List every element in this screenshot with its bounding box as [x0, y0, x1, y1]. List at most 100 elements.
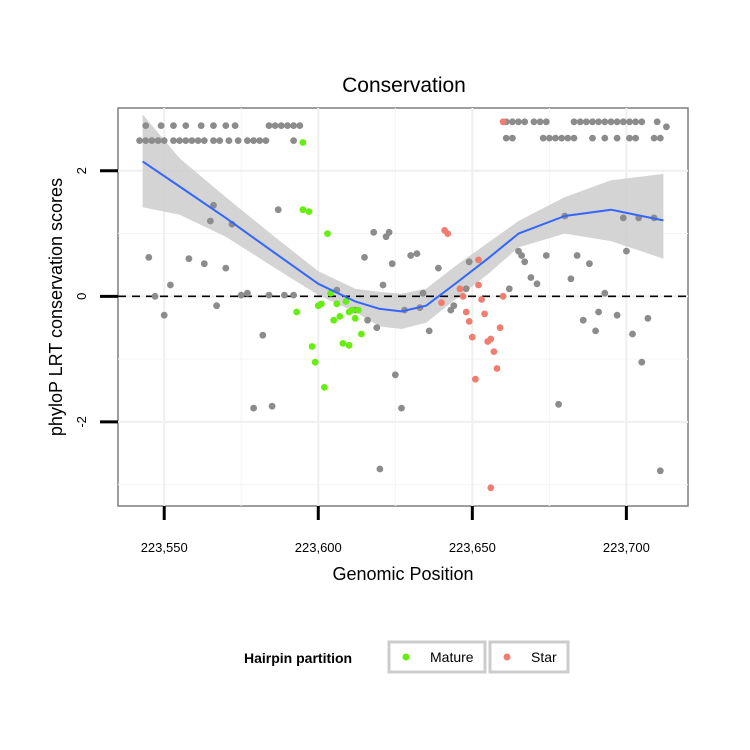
point-other	[586, 260, 593, 268]
point-other	[265, 122, 273, 129]
point-other	[145, 254, 153, 261]
point-mature	[339, 340, 347, 347]
point-other	[502, 134, 510, 142]
point-other	[656, 467, 664, 475]
point-mature	[330, 316, 338, 324]
point-other	[619, 214, 627, 222]
x-axis-title: Genomic Position	[332, 564, 473, 584]
point-other	[256, 137, 264, 145]
point-star	[478, 296, 485, 303]
point-other	[370, 228, 378, 236]
point-other	[259, 331, 267, 339]
point-other	[385, 228, 393, 236]
point-other	[601, 118, 609, 126]
point-other	[425, 327, 433, 335]
point-other	[509, 118, 516, 126]
smooth-line	[142, 160, 664, 313]
point-other	[194, 137, 202, 145]
point-other	[589, 134, 596, 142]
point-other	[142, 122, 150, 129]
legend-label-mature: Mature	[430, 649, 474, 665]
point-other	[244, 289, 251, 297]
point-other	[521, 118, 529, 126]
point-other	[607, 118, 615, 126]
point-other	[638, 118, 646, 126]
legend-title: Hairpin partition	[244, 650, 352, 666]
x-axis: 223,550 223,600 223,650 223,700	[141, 506, 650, 555]
point-star	[468, 333, 476, 341]
point-other	[210, 137, 217, 145]
point-other	[222, 122, 230, 129]
x-tick-label: 223,600	[295, 540, 342, 555]
point-other	[151, 292, 159, 300]
point-other	[250, 404, 257, 412]
point-other	[536, 118, 544, 126]
point-other	[271, 122, 279, 129]
legend-key-star	[503, 653, 511, 661]
point-other	[265, 291, 273, 299]
point-other	[182, 137, 190, 145]
point-star	[475, 256, 482, 264]
point-other	[148, 137, 156, 145]
point-other	[170, 122, 177, 129]
confidence-ribbon	[142, 114, 664, 329]
point-other	[533, 280, 541, 288]
point-other	[450, 302, 458, 310]
point-other	[650, 134, 658, 142]
point-other	[595, 118, 602, 126]
point-star	[456, 285, 464, 293]
point-other	[582, 118, 590, 126]
point-other	[200, 137, 208, 145]
point-other	[542, 252, 550, 259]
point-other	[632, 134, 639, 142]
point-other	[225, 137, 233, 145]
point-mature	[348, 306, 356, 314]
point-other	[663, 123, 670, 131]
point-star	[481, 310, 488, 318]
point-mature	[333, 300, 341, 308]
x-tick-label: 223,650	[449, 540, 496, 555]
point-other	[268, 402, 276, 410]
point-other	[157, 122, 165, 129]
point-mature	[324, 230, 331, 238]
point-other	[398, 404, 405, 412]
point-other	[567, 275, 575, 283]
point-other	[250, 137, 257, 145]
point-mature	[345, 341, 353, 349]
point-other	[592, 327, 599, 335]
point-other	[515, 118, 522, 126]
point-other	[361, 254, 368, 261]
legend-key-mature	[402, 653, 410, 661]
x-tick-label: 223,700	[603, 540, 650, 555]
point-other	[570, 118, 578, 126]
point-other	[262, 137, 270, 145]
x-tick-label: 223,550	[141, 540, 188, 555]
point-other	[623, 247, 630, 255]
point-other	[244, 137, 251, 145]
point-star	[465, 318, 473, 325]
point-other	[601, 289, 609, 297]
point-other	[290, 291, 297, 299]
point-other	[570, 134, 578, 142]
point-other	[509, 134, 516, 142]
smooth-line-layer	[142, 160, 664, 313]
point-mature	[305, 208, 313, 216]
point-star	[459, 292, 467, 300]
point-other	[373, 324, 381, 332]
point-star	[499, 118, 507, 126]
point-other	[564, 134, 572, 142]
y-tick-label: 2	[74, 167, 89, 174]
point-star	[490, 348, 498, 355]
point-other	[234, 137, 242, 145]
chart-title: Conservation	[342, 74, 466, 97]
point-star	[487, 335, 495, 343]
point-other	[207, 217, 214, 225]
point-other	[222, 264, 230, 272]
point-mature	[358, 330, 365, 338]
y-axis-title: phyloP LRT conservation scores	[46, 178, 66, 436]
point-star	[496, 324, 504, 332]
point-other	[518, 252, 525, 259]
point-other	[284, 122, 291, 129]
point-mature	[351, 314, 359, 322]
